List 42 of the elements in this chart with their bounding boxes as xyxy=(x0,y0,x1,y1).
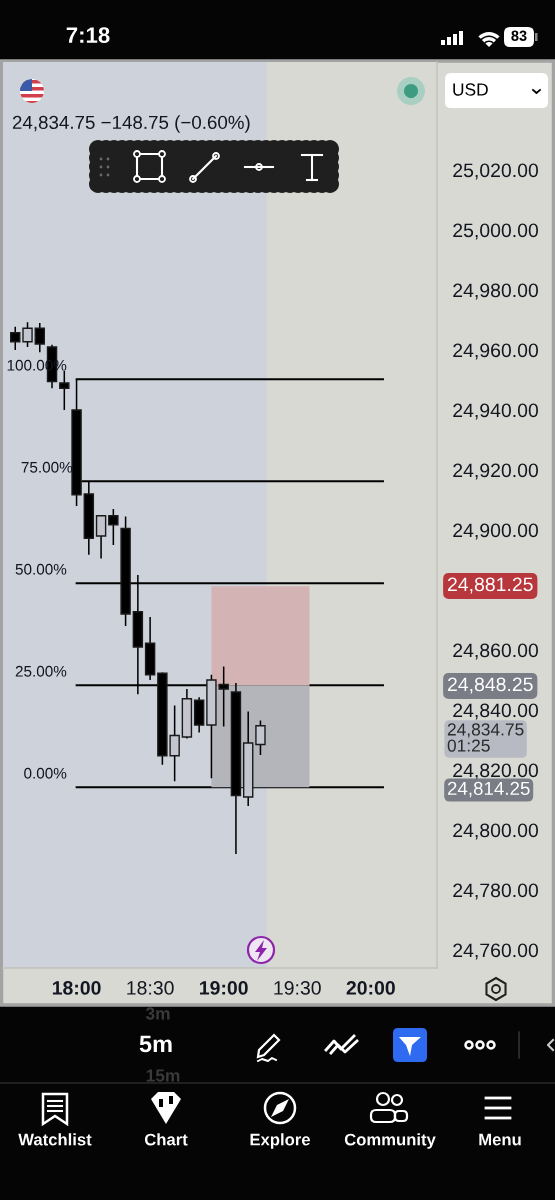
y-tick-label: 24,840.00 xyxy=(453,703,539,720)
y-tick-label: 24,980.00 xyxy=(453,283,539,300)
candlestick xyxy=(255,719,266,756)
text: 7:18 xyxy=(66,27,110,43)
text: 24,834.75 01:25 xyxy=(447,723,524,752)
y-tick-label: 24,860.00 xyxy=(453,643,539,660)
y-tick-label: 25,000.00 xyxy=(453,223,539,240)
text: USD xyxy=(453,83,488,96)
x-tick-label: 20:00 xyxy=(346,981,395,995)
text: 24,881.25 xyxy=(447,577,533,594)
text: Chart xyxy=(144,1133,188,1146)
candlestick xyxy=(34,322,46,354)
text: 24,814.25 xyxy=(447,781,530,798)
series-label: 25.00% xyxy=(15,665,67,677)
series-label: 0.00% xyxy=(24,767,67,779)
y-tick-label: 24,940.00 xyxy=(453,403,539,420)
candlestick xyxy=(10,325,21,351)
candlestick xyxy=(22,321,33,348)
y-tick-label: 24,780.00 xyxy=(453,883,539,900)
x-tick-label: 19:30 xyxy=(274,981,321,995)
text: 5m xyxy=(139,1035,172,1053)
x-tick-label: 19:00 xyxy=(200,981,248,995)
text: Explore xyxy=(250,1133,310,1149)
text: 83 xyxy=(511,30,527,41)
candlestick xyxy=(59,370,70,411)
y-tick-label: 24,820.00 xyxy=(453,763,539,780)
y-tick-label: 24,800.00 xyxy=(453,823,539,840)
text: Watchlist xyxy=(18,1133,92,1146)
y-tick-label: 24,900.00 xyxy=(453,523,539,540)
x-tick-label: 18:00 xyxy=(52,981,101,995)
text: Menu xyxy=(479,1133,521,1146)
text: 24,834.75 −148.75 (−0.60%) xyxy=(12,115,250,133)
x-tick-label: 18:30 xyxy=(127,981,174,995)
text: 24,848.25 xyxy=(447,677,533,694)
text: Community xyxy=(344,1133,436,1149)
candlestick xyxy=(108,508,119,546)
y-tick-label: 24,960.00 xyxy=(453,343,539,360)
candlestick xyxy=(95,514,107,560)
series-label: 50.00% xyxy=(15,563,67,575)
y-tick-label: 25,020.00 xyxy=(453,163,539,180)
y-tick-label: 24,920.00 xyxy=(453,463,539,480)
y-tick-label: 24,760.00 xyxy=(453,943,539,960)
